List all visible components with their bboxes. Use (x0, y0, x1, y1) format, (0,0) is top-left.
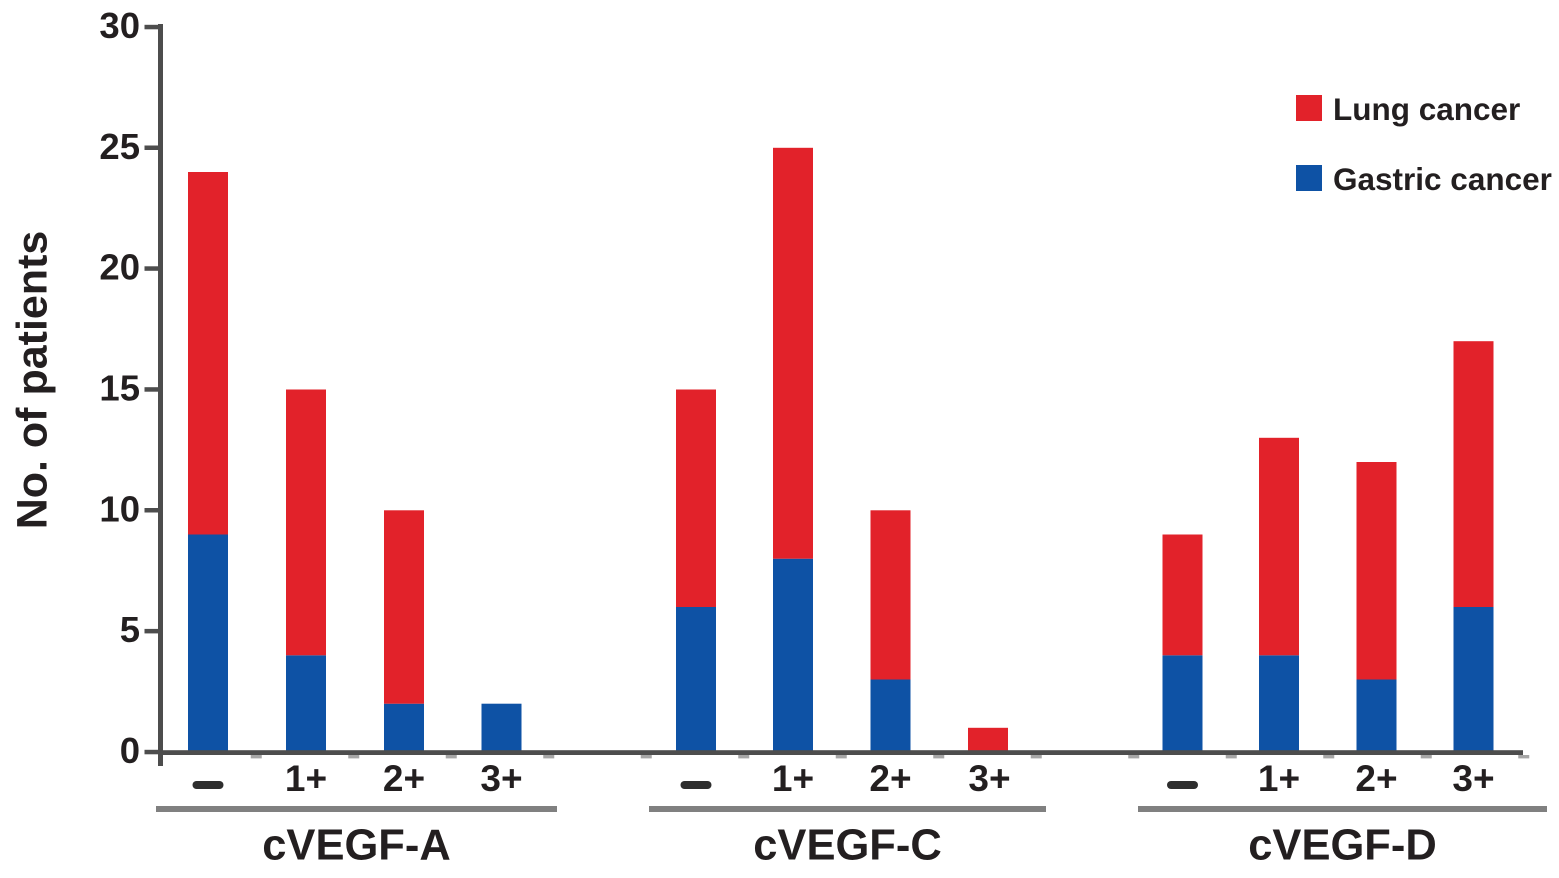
svg-text:cVEGF-C: cVEGF-C (753, 822, 942, 870)
svg-text:cVEGF-D: cVEGF-D (1248, 822, 1437, 870)
svg-text:1+: 1+ (772, 758, 814, 799)
svg-text:0: 0 (120, 730, 140, 771)
svg-text:30: 30 (99, 5, 140, 46)
svg-text:Gastric cancer: Gastric cancer (1333, 161, 1552, 197)
svg-text:20: 20 (99, 247, 140, 288)
svg-text:15: 15 (99, 368, 140, 409)
svg-text:5: 5 (120, 609, 140, 650)
svg-text:1+: 1+ (285, 758, 327, 799)
svg-text:2+: 2+ (383, 758, 425, 799)
svg-text:3+: 3+ (968, 758, 1010, 799)
svg-text:3+: 3+ (480, 758, 522, 799)
svg-text:cVEGF-A: cVEGF-A (262, 822, 451, 870)
svg-text:25: 25 (99, 126, 140, 167)
svg-text:2+: 2+ (1355, 758, 1397, 799)
svg-text:No. of patients: No. of patients (9, 231, 57, 530)
svg-text:Lung cancer: Lung cancer (1333, 91, 1520, 127)
svg-text:3+: 3+ (1452, 758, 1494, 799)
svg-text:10: 10 (99, 488, 140, 529)
svg-text:2+: 2+ (869, 758, 911, 799)
svg-text:1+: 1+ (1258, 758, 1300, 799)
